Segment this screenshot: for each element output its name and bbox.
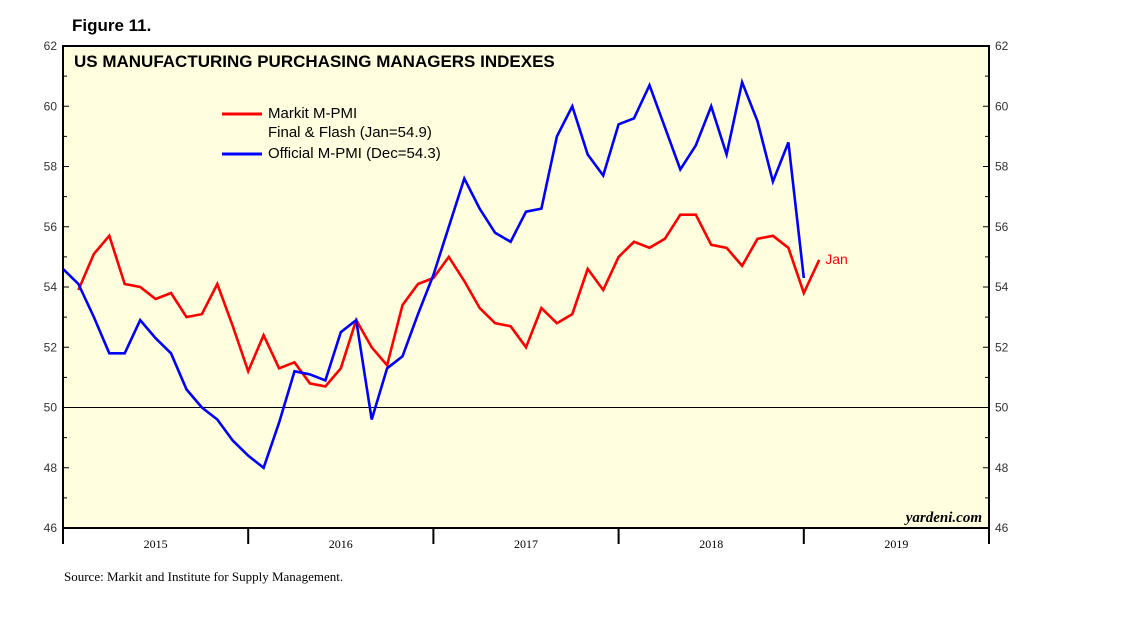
plot-background: [63, 46, 989, 528]
chart-title: US MANUFACTURING PURCHASING MANAGERS IND…: [74, 52, 555, 71]
y-tick-label-left: 48: [44, 461, 58, 475]
legend-label-1: Markit M-PMI: [268, 105, 357, 122]
y-tick-label-right: 54: [995, 280, 1009, 294]
figure-label: Figure 11.: [72, 16, 152, 35]
y-tick-label-left: 62: [44, 39, 58, 53]
y-tick-label-right: 62: [995, 39, 1009, 53]
y-tick-label-left: 54: [44, 280, 58, 294]
y-tick-label-left: 56: [44, 220, 58, 234]
series-line-official-m-pmi: [62, 77, 806, 470]
year-label: 2016: [329, 537, 353, 551]
y-tick-label-right: 50: [995, 401, 1009, 415]
y-tick-label-right: 52: [995, 340, 1009, 354]
annotation-jan: Jan: [825, 251, 848, 267]
legend-label-2: Official M-PMI (Dec=54.3): [268, 145, 441, 162]
y-tick-label-right: 56: [995, 220, 1009, 234]
series-line-markit-m-pmi: [77, 213, 821, 388]
y-tick-label-right: 58: [995, 160, 1009, 174]
y-tick-label-left: 60: [44, 99, 58, 113]
watermark: yardeni.com: [904, 510, 982, 526]
year-label: 2019: [884, 537, 908, 551]
legend-label-1: Final & Flash (Jan=54.9): [268, 124, 432, 141]
series-layer: Jan: [62, 77, 848, 470]
y-tick-label-left: 50: [44, 401, 58, 415]
year-label: 2018: [699, 537, 723, 551]
y-tick-label-right: 46: [995, 521, 1009, 535]
plot-frame: [62, 45, 990, 529]
legend: Markit M-PMI Final & Flash (Jan=54.9) Offi…: [222, 105, 441, 162]
source-note: Source: Markit and Institute for Supply …: [64, 569, 344, 584]
y-tick-label-left: 58: [44, 160, 58, 174]
year-label: 2015: [144, 537, 168, 551]
y-tick-label-right: 60: [995, 99, 1009, 113]
y-tick-label-left: 46: [44, 521, 58, 535]
y-tick-label-left: 52: [44, 340, 58, 354]
year-label: 2017: [514, 537, 538, 551]
y-tick-label-right: 48: [995, 461, 1009, 475]
